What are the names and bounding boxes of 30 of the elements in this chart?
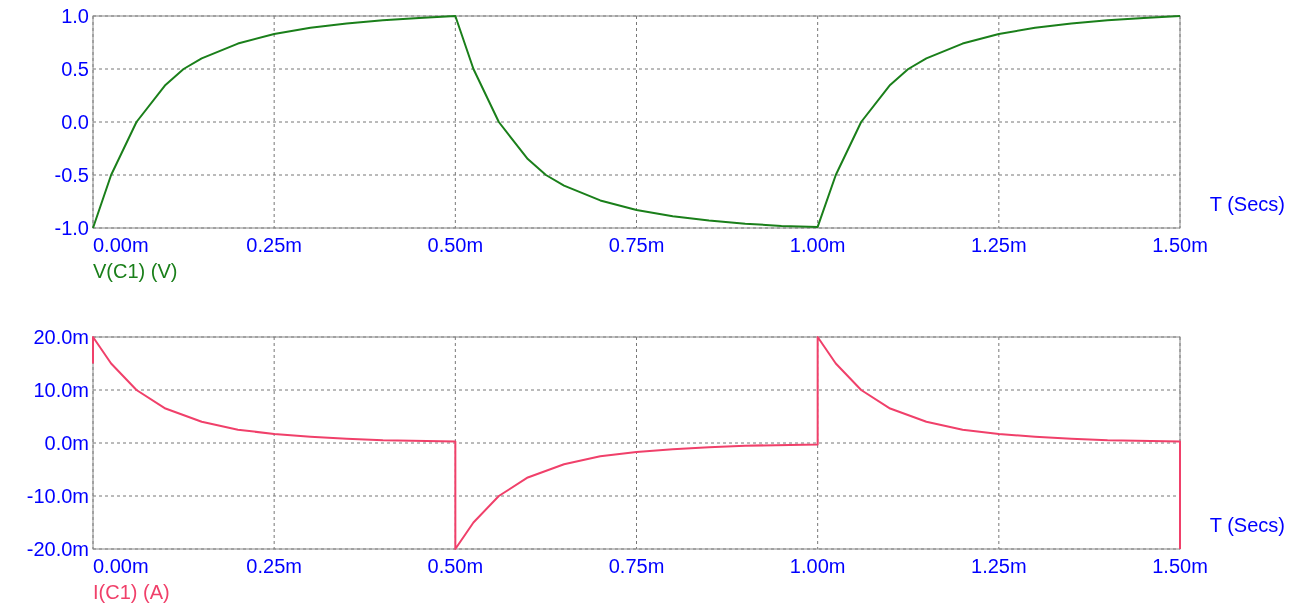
line-series [92, 336, 1181, 550]
x-tick-label: 0.00m [93, 234, 149, 256]
x-tick-label: 0.75m [608, 555, 665, 577]
text: I(C1) (A) [93, 581, 170, 603]
x-tick-label: 1.50m [1152, 234, 1208, 256]
x-tick-label: 0.75m [608, 234, 665, 256]
x-tick-label: 1.25m [971, 234, 1027, 256]
x-tick-label: 0.00m [93, 555, 149, 577]
x-tick-label: 0.25m [246, 555, 302, 577]
x-tick-label: 1.50m [1152, 555, 1208, 577]
y-tick-label: 20.0m [33, 326, 89, 348]
y-tick-label: 0.5 [61, 58, 89, 80]
y-tick-label: -0.5 [54, 164, 89, 186]
x-tick-label: 0.25m [246, 234, 302, 256]
y-tick-label: 0.0 [61, 111, 89, 133]
line-series [92, 15, 1181, 229]
x-tick-label: 1.25m [971, 555, 1027, 577]
x-tick-label: 0.50m [427, 234, 484, 256]
x-axis-title: T (Secs) [1209, 193, 1285, 215]
y-tick-label: 1.0 [61, 5, 89, 27]
y-tick-label: 0.0m [44, 432, 89, 454]
y-tick-label: -1.0 [54, 217, 89, 239]
y-tick-label: -10.0m [26, 485, 89, 507]
x-tick-label: 0.50m [427, 555, 484, 577]
y-tick-label: -20.0m [26, 538, 89, 560]
series-label: V(C1) (V) [93, 260, 178, 282]
x-axis-title: T (Secs) [1209, 514, 1285, 536]
y-tick-label: 10.0m [33, 379, 89, 401]
x-tick-label: 1.00m [789, 555, 846, 577]
x-tick-label: 1.00m [789, 234, 846, 256]
